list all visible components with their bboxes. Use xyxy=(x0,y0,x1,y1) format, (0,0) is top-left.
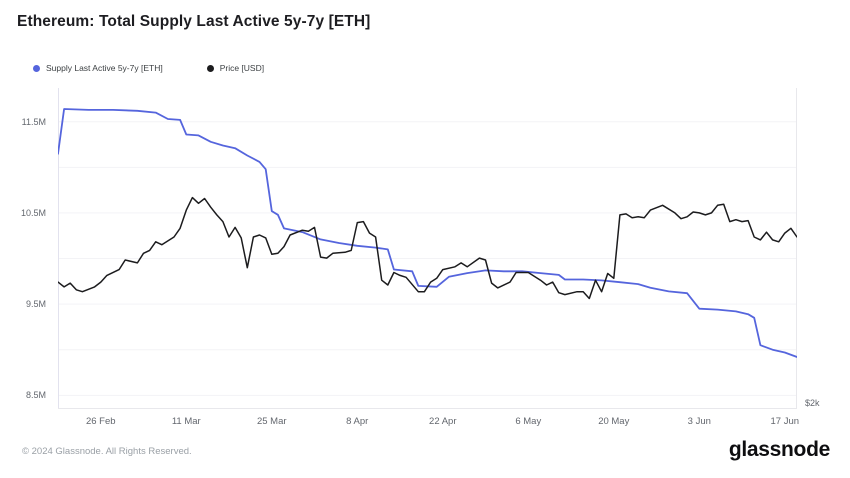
x-axis-tick: 17 Jun xyxy=(770,416,800,427)
price-line-series xyxy=(58,196,797,300)
x-axis-tick: 6 May xyxy=(515,416,542,427)
legend-item-price[interactable]: Price [USD] xyxy=(206,63,265,73)
footer-copyright: © 2024 Glassnode. All Rights Reserved. xyxy=(22,446,192,457)
glassnode-logo: glassnode xyxy=(728,438,830,461)
x-axis-tick: 25 Mar xyxy=(256,416,287,427)
chart-plot-area[interactable] xyxy=(58,88,797,409)
x-axis-tick: 8 Apr xyxy=(346,416,369,427)
legend-label-price: Price [USD] xyxy=(219,63,265,73)
supply-line-series xyxy=(58,108,797,358)
page-title: Ethereum: Total Supply Last Active 5y-7y… xyxy=(17,13,371,30)
y-axis-tick: 11.5M xyxy=(21,116,46,127)
x-axis-tick: 20 May xyxy=(598,416,630,427)
legend-dot-price-icon xyxy=(206,64,214,72)
x-axis-tick: 26 Feb xyxy=(85,416,116,427)
legend-dot-supply-icon xyxy=(33,64,40,72)
legend-item-supply[interactable]: Supply Last Active 5y-7y [ETH] xyxy=(33,63,163,73)
right-axis-tick: $2k xyxy=(805,398,820,409)
y-axis-tick: 8.5M xyxy=(25,390,46,401)
y-axis-tick: 9.5M xyxy=(25,299,46,310)
y-axis-tick: 10.5M xyxy=(20,207,46,218)
chart-legend: Supply Last Active 5y-7y [ETH] Price [US… xyxy=(33,63,264,73)
x-axis-tick: 11 Mar xyxy=(171,416,201,427)
legend-label-supply: Supply Last Active 5y-7y [ETH] xyxy=(46,63,163,73)
x-axis-tick: 22 Apr xyxy=(429,416,457,427)
x-axis-tick: 3 Jun xyxy=(687,416,711,427)
